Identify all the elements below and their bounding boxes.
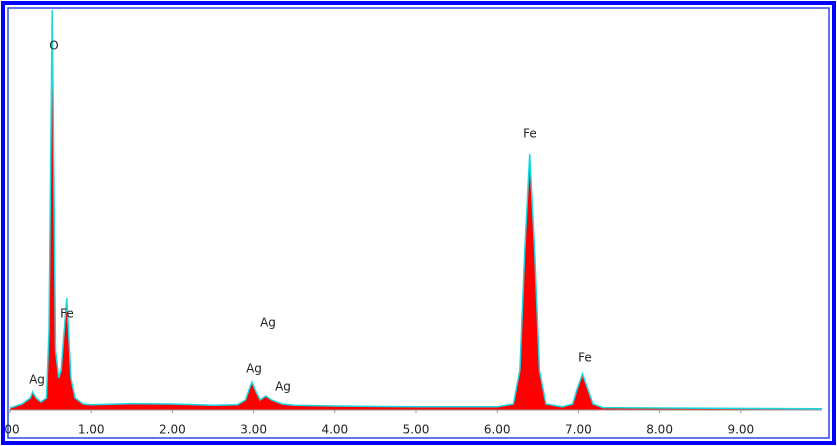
- x-tick-label: 8.00: [646, 423, 673, 437]
- x-tick-label: 7.00: [565, 423, 592, 437]
- x-tick-label: 00: [4, 423, 19, 437]
- x-tick-label: 1.00: [78, 423, 105, 437]
- peak-label: Fe: [578, 351, 592, 365]
- spectrum-line: [9, 9, 823, 410]
- x-tick-label: 3.00: [240, 423, 267, 437]
- x-tick-label: 6.00: [484, 423, 511, 437]
- x-tick-label: 4.00: [321, 423, 348, 437]
- peak-label: Fe: [60, 307, 74, 321]
- peak-label: Ag: [29, 373, 45, 387]
- peak-label: Ag: [260, 316, 276, 330]
- x-tick-label: 5.00: [403, 423, 430, 437]
- peak-label: Ag: [275, 380, 291, 394]
- plot-frame: [7, 7, 830, 439]
- peak-label: Fe: [523, 127, 537, 141]
- x-tick-label: 2.00: [159, 423, 186, 437]
- x-tick-label: 9.00: [727, 423, 754, 437]
- peak-label: O: [49, 39, 58, 53]
- peak-label: Ag: [246, 362, 262, 376]
